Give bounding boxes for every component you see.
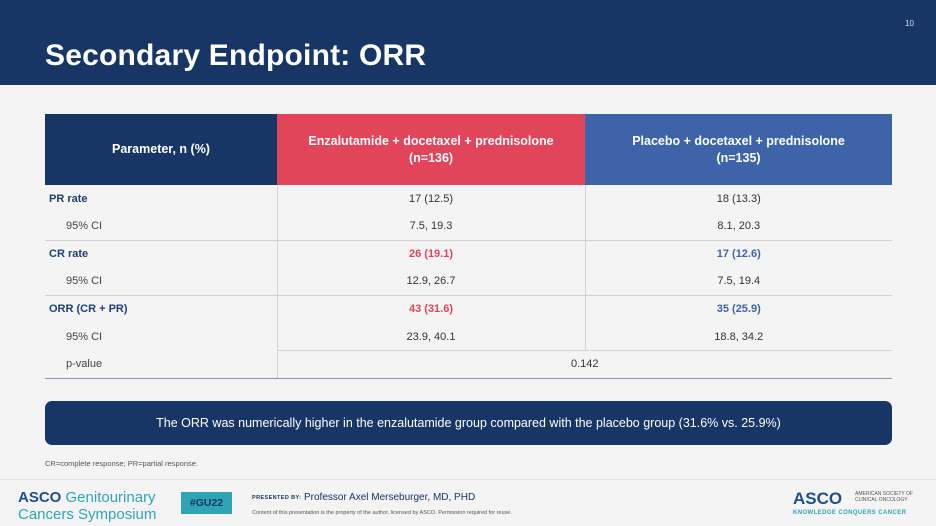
table-row: CR rate 26 (19.1) 17 (12.6) [45,239,892,268]
copyright-disclaimer: Content of this presentation is the prop… [252,510,512,516]
slide-title: Secondary Endpoint: ORR [45,39,427,72]
table-row: PR rate 17 (12.5) 18 (13.3) [45,185,892,213]
enzalutamide-value: 26 (19.1) [276,239,586,268]
results-table: Parameter, n (%) Enzalutamide + docetaxe… [45,114,892,379]
slide-header: 10 Secondary Endpoint: ORR [0,0,936,85]
placebo-value: 35 (25.9) [585,294,892,323]
slide-footer [0,479,936,526]
presenter-name: Professor Axel Merseburger, MD, PHD [304,492,476,503]
placebo-value: 18.8, 34.2 [714,330,764,343]
row-label: p-value [45,350,277,379]
asco-tagline: KNOWLEDGE CONQUERS CANCER [793,510,907,516]
header-placebo-n: (n=135) [716,150,761,165]
footnote: CR=complete response; PR=partial respons… [45,459,198,468]
enzalutamide-value: 7.5, 19.3 [276,212,586,241]
table-row: p-value 0.142 [45,350,892,379]
p-value: 0.142 [276,350,892,379]
table-row: ORR (CR + PR) 43 (31.6) 35 (25.9) [45,294,892,323]
row-label: ORR (CR + PR) [45,294,277,323]
presented-by-label: PRESENTED BY: [252,495,302,501]
logo-asco-word: ASCO [18,489,62,506]
header-parameter: Parameter, n (%) [45,114,277,185]
page-number: 10 [905,19,914,28]
asco-society-name: AMERICAN SOCIETY OF CLINICAL ONCOLOGY [855,491,913,503]
results-table-container: Parameter, n (%) Enzalutamide + docetaxe… [45,114,892,379]
placebo-value: 8.1, 20.3 [717,220,761,233]
placebo-value: 18 (13.3) [716,192,761,205]
table-row: 95% CI 23.9, 40.1 18.8, 34.2 [45,322,892,351]
header-placebo: Placebo + docetaxel + prednisolone (n=13… [585,114,892,185]
row-label: 95% CI [66,330,103,343]
enzalutamide-value: 43 (31.6) [276,294,586,323]
table-row: 95% CI 7.5, 19.3 8.1, 20.3 [45,212,892,241]
header-enzalutamide-n: (n=136) [408,150,454,165]
row-label: CR rate [45,239,277,268]
logo-genitourinary-word: Genitourinary [65,489,156,506]
logo-symposium-word: Cancers Symposium [18,506,157,523]
gu-symposium-logo: ASCO Genitourinary Cancers Symposium [18,489,156,523]
header-placebo-name: Placebo + docetaxel + prednisolone [632,133,845,148]
row-label: PR rate [49,192,88,205]
header-enzalutamide: Enzalutamide + docetaxel + prednisolone … [277,114,585,185]
conclusion-callout: The ORR was numerically higher in the en… [45,401,892,445]
asco-logo: ASCO [793,489,843,508]
row-label: 95% CI [66,275,103,288]
hashtag-badge: #GU22 [181,492,232,514]
table-row: 95% CI 12.9, 26.7 7.5, 19.4 [45,267,892,296]
placebo-value: 7.5, 19.4 [717,275,761,288]
placebo-value: 17 (12.6) [585,239,892,268]
enzalutamide-value: 17 (12.5) [276,185,586,213]
enzalutamide-value: 12.9, 26.7 [276,267,586,296]
enzalutamide-value: 23.9, 40.1 [276,322,586,351]
header-enzalutamide-name: Enzalutamide + docetaxel + prednisolone [308,133,554,148]
row-label: 95% CI [66,220,103,233]
